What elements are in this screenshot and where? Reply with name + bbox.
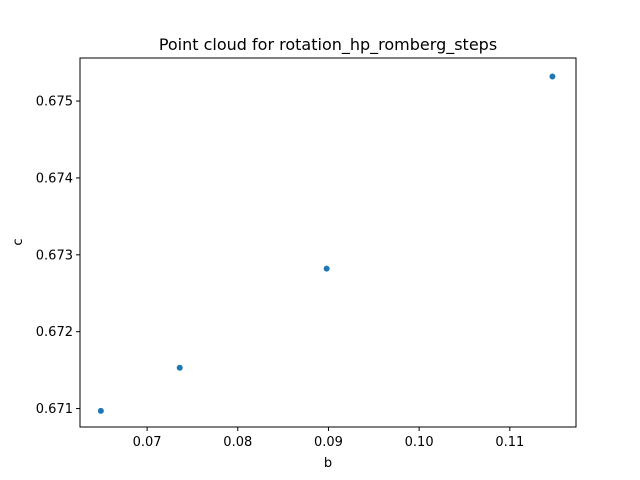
y-tick-label: 0.672 xyxy=(36,325,73,340)
x-tick-label: 0.09 xyxy=(314,435,343,450)
y-axis-label: c xyxy=(11,238,26,245)
x-tick-label: 0.10 xyxy=(405,435,434,450)
plot-frame xyxy=(79,57,577,428)
y-tick-label: 0.673 xyxy=(36,248,73,263)
y-axis-ticks: 0.671 0.672 0.673 0.674 0.675 xyxy=(36,95,80,417)
x-axis-ticks: 0.07 0.08 0.09 0.10 0.11 xyxy=(133,427,524,450)
x-tick-label: 0.07 xyxy=(133,435,162,450)
x-axis-label: b xyxy=(324,456,332,471)
data-points xyxy=(97,73,556,414)
data-point xyxy=(176,364,183,371)
y-tick-label: 0.675 xyxy=(36,95,73,110)
y-tick-label: 0.671 xyxy=(36,402,73,417)
x-tick-label: 0.11 xyxy=(495,435,524,450)
data-point xyxy=(97,407,104,414)
y-tick-label: 0.674 xyxy=(36,171,73,186)
data-point xyxy=(323,265,330,272)
chart-title: Point cloud for rotation_hp_romberg_step… xyxy=(159,35,497,55)
data-point xyxy=(549,73,556,80)
x-tick-label: 0.08 xyxy=(223,435,252,450)
